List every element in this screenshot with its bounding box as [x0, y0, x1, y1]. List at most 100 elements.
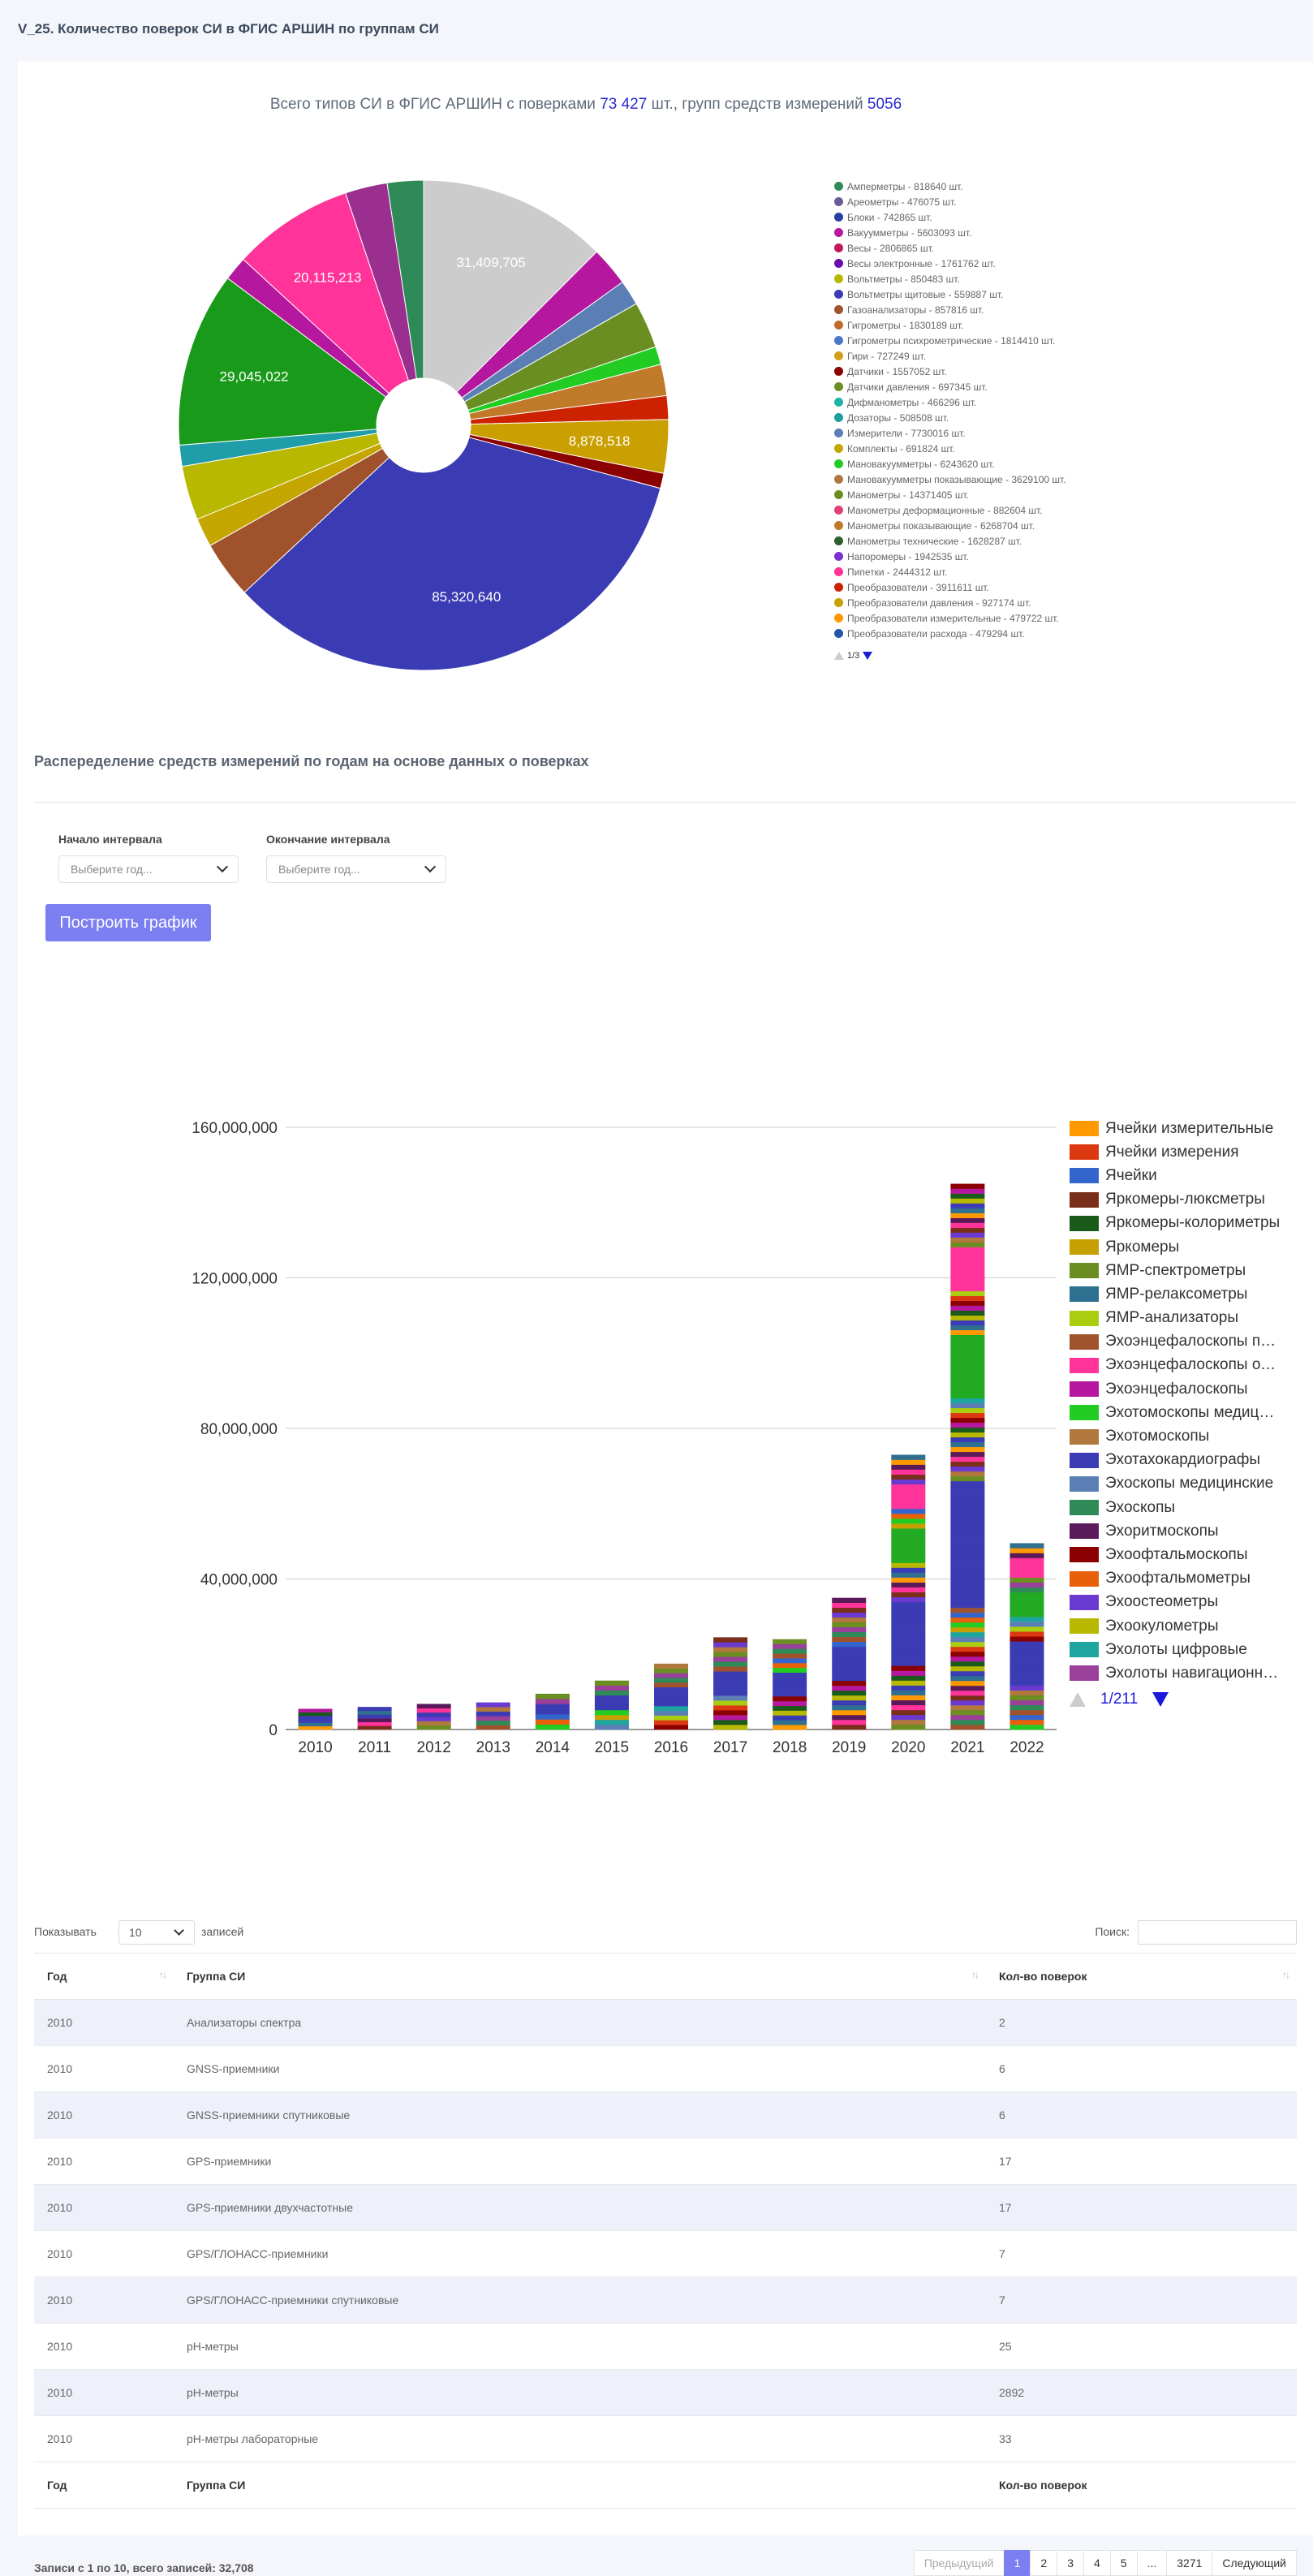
bar-segment[interactable]: [1010, 1622, 1044, 1627]
bar-legend-item[interactable]: Эхоофтальмоскопы: [1070, 1543, 1282, 1566]
pie-legend-item[interactable]: Преобразователи измерительные - 479722 ш…: [834, 610, 1066, 626]
table-row[interactable]: 2010 GPS-приемники двухчастотные 17: [34, 2184, 1297, 2231]
bar-segment[interactable]: [713, 1686, 748, 1691]
bar-segment[interactable]: [950, 1310, 985, 1316]
bar-segment[interactable]: [950, 1373, 985, 1380]
bar-segment[interactable]: [832, 1612, 867, 1618]
bar-segment[interactable]: [594, 1709, 629, 1716]
bar-segment[interactable]: [950, 1651, 985, 1657]
bar-segment[interactable]: [950, 1359, 985, 1365]
bar-segment[interactable]: [1010, 1577, 1044, 1583]
bar-segment[interactable]: [654, 1715, 688, 1721]
bar-segment[interactable]: [950, 1636, 985, 1643]
bar-segment[interactable]: [950, 1281, 985, 1286]
bar-segment[interactable]: [950, 1208, 985, 1213]
bar-segment[interactable]: [535, 1699, 570, 1704]
bar-segment[interactable]: [832, 1646, 867, 1652]
page-button[interactable]: 3: [1057, 2550, 1084, 2576]
bar-segment[interactable]: [1010, 1651, 1044, 1656]
pie-legend-item[interactable]: Гигрометры психрометрические - 1814410 ш…: [834, 333, 1066, 348]
bar-segment[interactable]: [950, 1334, 985, 1340]
table-row[interactable]: 2010 Анализаторы спектра 2: [34, 1999, 1297, 2046]
bar-segment[interactable]: [713, 1637, 748, 1643]
bar-segment[interactable]: [950, 1714, 985, 1721]
bar-segment[interactable]: [950, 1510, 985, 1516]
bar-legend-item[interactable]: Эхоостеометры: [1070, 1591, 1282, 1614]
bar-segment[interactable]: [950, 1251, 985, 1257]
bar-segment[interactable]: [891, 1577, 926, 1583]
bar-segment[interactable]: [1010, 1709, 1044, 1716]
bar-segment[interactable]: [1010, 1572, 1044, 1579]
bar-segment[interactable]: [773, 1705, 807, 1711]
bar-segment[interactable]: [891, 1661, 926, 1666]
bar-segment[interactable]: [832, 1661, 867, 1667]
bar-segment[interactable]: [950, 1704, 985, 1711]
bar-segment[interactable]: [950, 1626, 985, 1633]
bar-segment[interactable]: [773, 1672, 807, 1678]
bar-legend-item[interactable]: Эхотомоскопы медицинские: [1070, 1401, 1282, 1424]
bar-segment[interactable]: [832, 1709, 867, 1716]
bar-segment[interactable]: [891, 1514, 926, 1519]
bar-segment[interactable]: [654, 1663, 688, 1669]
bar-segment[interactable]: [950, 1690, 985, 1696]
bar-segment[interactable]: [950, 1237, 985, 1243]
bar-legend-item[interactable]: ЯМР-спектрометры: [1070, 1259, 1282, 1282]
bar-segment[interactable]: [594, 1690, 629, 1696]
bar-segment[interactable]: [594, 1680, 629, 1686]
bar-segment[interactable]: [713, 1691, 748, 1696]
bar-segment[interactable]: [950, 1631, 985, 1638]
bar-segment[interactable]: [950, 1441, 985, 1448]
bar-segment[interactable]: [832, 1685, 867, 1691]
bar-legend-item[interactable]: Эхоэнцефалоскопы одноканальные: [1070, 1354, 1282, 1377]
bar-segment[interactable]: [832, 1626, 867, 1633]
bar-legend-item[interactable]: Ячейки измерения: [1070, 1140, 1282, 1164]
bar-segment[interactable]: [891, 1631, 926, 1637]
bar-segment[interactable]: [950, 1232, 985, 1238]
bar-segment[interactable]: [713, 1666, 748, 1672]
bar-segment[interactable]: [891, 1454, 926, 1460]
bar-segment[interactable]: [891, 1656, 926, 1661]
bar-segment[interactable]: [832, 1719, 867, 1725]
pie-legend-item[interactable]: Манометры показывающие - 6268704 шт.: [834, 518, 1066, 533]
bar-segment[interactable]: [713, 1695, 748, 1701]
bar-segment[interactable]: [773, 1662, 807, 1669]
pie-legend-item[interactable]: Гири - 727249 шт.: [834, 348, 1066, 364]
bar-segment[interactable]: [891, 1464, 926, 1470]
bar-segment[interactable]: [773, 1643, 807, 1649]
bar-segment[interactable]: [1010, 1675, 1044, 1681]
bar-legend-item[interactable]: ЯМР-релаксометры: [1070, 1282, 1282, 1306]
bar-segment[interactable]: [950, 1665, 985, 1672]
bar-segment[interactable]: [654, 1682, 688, 1688]
bar-segment[interactable]: [416, 1708, 451, 1713]
bar-segment[interactable]: [950, 1558, 985, 1565]
bar-segment[interactable]: [950, 1617, 985, 1623]
bar-segment[interactable]: [891, 1474, 926, 1480]
bar-segment[interactable]: [891, 1704, 926, 1711]
bar-segment[interactable]: [891, 1690, 926, 1695]
page-button[interactable]: 3271: [1166, 2550, 1213, 2576]
end-year-select[interactable]: Выберите год...: [266, 855, 446, 883]
bar-segment[interactable]: [891, 1592, 926, 1598]
bar-segment[interactable]: [891, 1479, 926, 1485]
bar-segment[interactable]: [713, 1671, 748, 1677]
bar-segment[interactable]: [891, 1714, 926, 1721]
bar-segment[interactable]: [1010, 1665, 1044, 1671]
page-length-select[interactable]: 10: [118, 1920, 195, 1945]
bar-segment[interactable]: [713, 1725, 748, 1730]
bar-segment[interactable]: [1010, 1680, 1044, 1686]
bar-segment[interactable]: [950, 1417, 985, 1424]
bar-segment[interactable]: [832, 1597, 867, 1603]
bar-segment[interactable]: [891, 1488, 926, 1495]
bar-legend-item[interactable]: Эхотахокардиографы: [1070, 1449, 1282, 1472]
bar-segment[interactable]: [713, 1642, 748, 1648]
bar-segment[interactable]: [1010, 1656, 1044, 1661]
bar-segment[interactable]: [832, 1695, 867, 1701]
bar-segment[interactable]: [713, 1700, 748, 1706]
bar-segment[interactable]: [950, 1699, 985, 1706]
search-input[interactable]: [1138, 1920, 1297, 1945]
bar-segment[interactable]: [950, 1529, 985, 1536]
page-button[interactable]: 5: [1109, 2550, 1138, 2576]
bar-legend-item[interactable]: Ячейки измерительные: [1070, 1117, 1282, 1140]
pie-legend-item[interactable]: Манометры технические - 1628287 шт.: [834, 533, 1066, 549]
bar-segment[interactable]: [950, 1432, 985, 1438]
